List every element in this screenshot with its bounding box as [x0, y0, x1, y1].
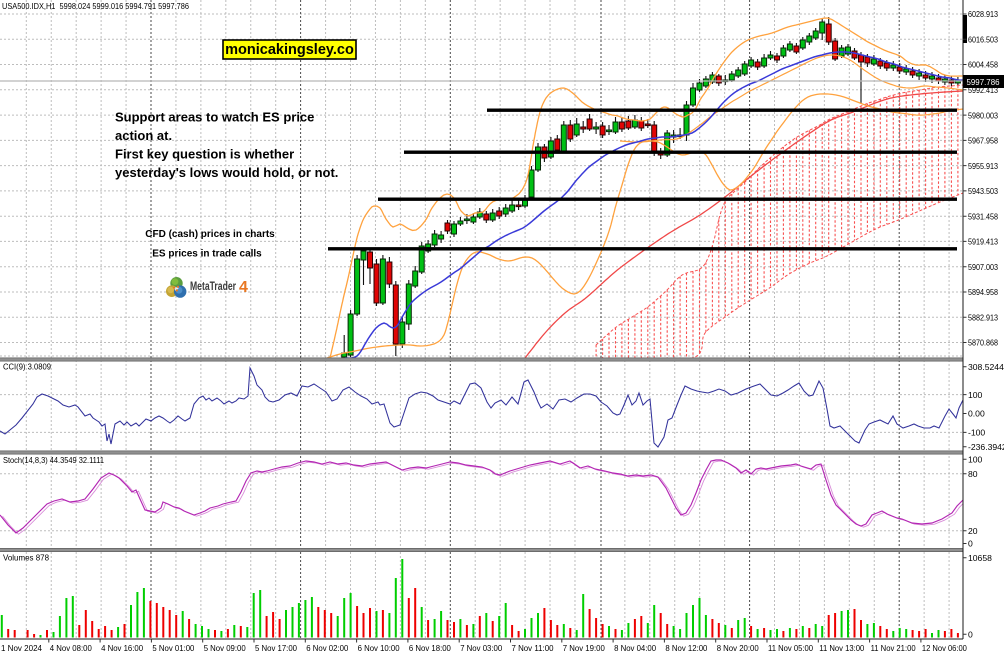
svg-text:monicakingsley.co: monicakingsley.co: [225, 42, 354, 58]
svg-text:Volumes 878: Volumes 878: [3, 553, 49, 563]
svg-text:First key question is whether: First key question is whether: [115, 147, 294, 162]
svg-text:308.5244: 308.5244: [968, 362, 1004, 372]
svg-text:0.00: 0.00: [968, 409, 985, 419]
svg-text:11 Nov 13:00: 11 Nov 13:00: [819, 643, 864, 653]
svg-text:11 Nov 21:00: 11 Nov 21:00: [871, 643, 916, 653]
svg-text:12 Nov 06:00: 12 Nov 06:00: [922, 643, 967, 653]
svg-text:CCI(9) 3.0809: CCI(9) 3.0809: [3, 362, 51, 372]
svg-text:CFD (cash) prices in charts: CFD (cash) prices in charts: [145, 229, 275, 240]
svg-text:100: 100: [968, 390, 983, 400]
svg-text:8 Nov 04:00: 8 Nov 04:00: [614, 643, 656, 653]
svg-text:ES prices in trade calls: ES prices in trade calls: [152, 249, 262, 260]
svg-text:5 Nov 01:00: 5 Nov 01:00: [152, 643, 194, 653]
svg-text:5955.913: 5955.913: [968, 161, 998, 171]
svg-text:MetaTrader: MetaTrader: [190, 279, 236, 293]
svg-text:6 Nov 18:00: 6 Nov 18:00: [409, 643, 451, 653]
svg-text:-236.3942: -236.3942: [968, 442, 1004, 452]
svg-text:5980.003: 5980.003: [968, 110, 998, 120]
svg-text:0: 0: [968, 539, 973, 549]
svg-text:8 Nov 12:00: 8 Nov 12:00: [665, 643, 707, 653]
svg-text:6004.458: 6004.458: [968, 60, 998, 70]
svg-text:6028.913: 6028.913: [968, 9, 998, 19]
svg-text:yesterday's lows would hold, o: yesterday's lows would hold, or not.: [115, 165, 338, 180]
svg-text:1 Nov 2024: 1 Nov 2024: [1, 643, 42, 653]
svg-text:5882.913: 5882.913: [968, 312, 998, 322]
svg-text:0: 0: [968, 630, 973, 640]
svg-text:7 Nov 11:00: 7 Nov 11:00: [512, 643, 554, 653]
svg-text:Support areas to watch ES pric: Support areas to watch ES price: [115, 110, 314, 125]
svg-text:8 Nov 20:00: 8 Nov 20:00: [717, 643, 759, 653]
svg-text:6016.503: 6016.503: [968, 35, 998, 45]
svg-text:20: 20: [968, 526, 978, 536]
svg-text:5 Nov 09:00: 5 Nov 09:00: [204, 643, 246, 653]
svg-text:-100: -100: [968, 428, 985, 438]
svg-text:5907.003: 5907.003: [968, 262, 998, 272]
svg-text:action at.: action at.: [115, 128, 172, 143]
svg-text:5931.458: 5931.458: [968, 211, 998, 221]
svg-text:6 Nov 10:00: 6 Nov 10:00: [358, 643, 400, 653]
svg-text:5967.958: 5967.958: [968, 136, 998, 146]
svg-text:7 Nov 03:00: 7 Nov 03:00: [460, 643, 502, 653]
svg-text:6 Nov 02:00: 6 Nov 02:00: [306, 643, 348, 653]
svg-text:5997.786: 5997.786: [967, 77, 1000, 87]
svg-text:7 Nov 19:00: 7 Nov 19:00: [563, 643, 605, 653]
svg-text:4 Nov 16:00: 4 Nov 16:00: [101, 643, 143, 653]
svg-text:5870.868: 5870.868: [968, 338, 998, 348]
svg-text:5919.413: 5919.413: [968, 237, 998, 247]
svg-text:5992.413: 5992.413: [968, 85, 998, 95]
svg-text:4 Nov 08:00: 4 Nov 08:00: [50, 643, 92, 653]
svg-text:5943.503: 5943.503: [968, 186, 998, 196]
svg-text:10658: 10658: [968, 553, 992, 563]
svg-text:5894.958: 5894.958: [968, 287, 998, 297]
svg-text:4: 4: [239, 279, 248, 296]
svg-text:100: 100: [968, 454, 983, 464]
svg-text:USA500.IDX,H1 5998.024 5999.0: USA500.IDX,H1 5998.024 5999.016 5994.791…: [2, 2, 190, 11]
svg-text:5 Nov 17:00: 5 Nov 17:00: [255, 643, 297, 653]
svg-text:Stoch(14,8,3) 44.3549 32.1111: Stoch(14,8,3) 44.3549 32.1111: [3, 455, 104, 465]
svg-text:11 Nov 05:00: 11 Nov 05:00: [768, 643, 813, 653]
svg-text:80: 80: [968, 469, 978, 479]
